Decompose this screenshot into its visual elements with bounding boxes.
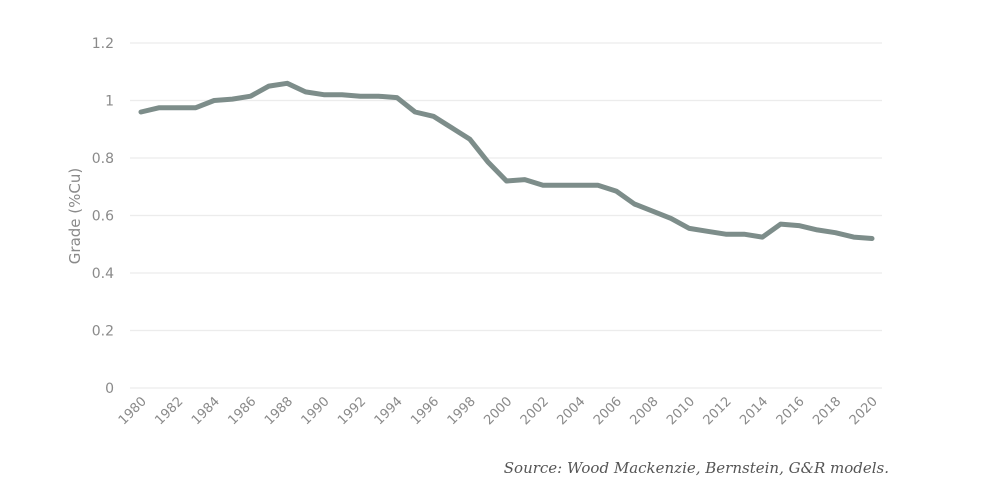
x-tick-label: 2012 xyxy=(701,394,735,428)
x-tick-label: 1998 xyxy=(445,394,479,428)
x-tick-label: 1988 xyxy=(262,394,296,428)
x-axis-ticks: 1980 1982 1984 1986 1988 1990 1992 1994 1996 1998… xyxy=(116,394,881,428)
x-tick-label: 2002 xyxy=(518,394,552,428)
x-tick-label: 1994 xyxy=(372,394,406,428)
x-tick-label: 1986 xyxy=(225,394,259,428)
y-tick-label: 1.2 xyxy=(92,36,114,52)
source-note: Source: Wood Mackenzie, Bernstein, G&R m… xyxy=(503,459,889,477)
y-tick-label: 0.4 xyxy=(92,266,114,282)
x-tick-label: 1992 xyxy=(335,394,369,428)
gridlines xyxy=(130,42,882,389)
x-tick-label: 2006 xyxy=(591,394,625,428)
y-axis-ticks: 0 0.2 0.4 0.6 0.8 1 1.2 xyxy=(92,36,114,397)
y-tick-label: 0 xyxy=(105,381,114,397)
x-tick-label: 2000 xyxy=(481,394,515,428)
series-layer xyxy=(138,80,875,241)
x-tick-label: 1980 xyxy=(116,394,150,428)
x-tick-label: 1984 xyxy=(189,394,223,428)
y-tick-label: 0.8 xyxy=(92,151,114,167)
x-tick-label: 1996 xyxy=(408,394,442,428)
x-tick-label: 2018 xyxy=(810,394,844,428)
y-tick-label: 0.6 xyxy=(92,209,114,225)
y-axis-title: Grade (%Cu) xyxy=(66,168,84,264)
x-tick-label: 2016 xyxy=(774,394,808,428)
x-tick-label: 1982 xyxy=(152,394,186,428)
x-tick-label: 2008 xyxy=(628,394,662,428)
x-tick-label: 1990 xyxy=(299,394,333,428)
x-tick-label: 2010 xyxy=(664,394,698,428)
x-tick-label: 2014 xyxy=(737,394,771,428)
y-tick-label: 0.2 xyxy=(92,324,114,340)
x-tick-label: 2004 xyxy=(554,394,588,428)
y-tick-label: 1 xyxy=(105,94,114,110)
x-tick-label: 2020 xyxy=(847,394,881,428)
